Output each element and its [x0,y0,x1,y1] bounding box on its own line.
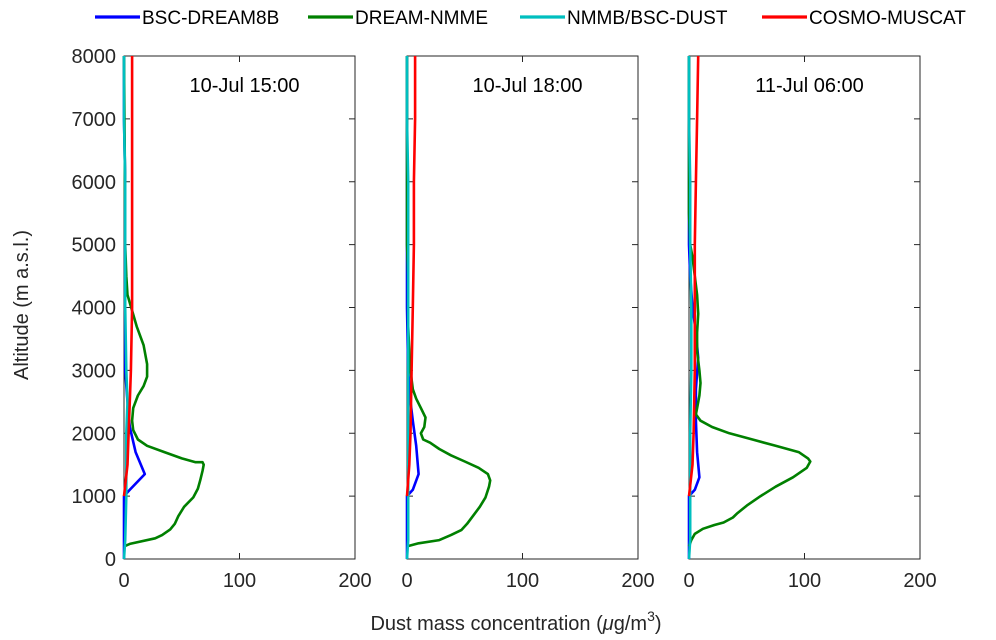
series-line-cosmo-muscat [122,56,134,497]
panel-2: 0 100 200 10-Jul 18:00 [401,55,655,592]
legend-label-bsc-dream8b: BSC-DREAM8B [142,8,279,29]
panel-title: 11-Jul 06:00 [755,75,864,97]
series-line-cosmo-muscat [405,56,417,497]
x-tick-label: 200 [338,570,371,592]
x-tick-label: 100 [223,570,256,592]
x-tick-label: 100 [788,570,821,592]
y-tick-label: 5000 [72,235,117,257]
y-tick-label: 3000 [72,360,117,382]
x-tick-label: 0 [118,570,129,592]
series-line-nmmb-bsc-dust [122,56,129,560]
panel-frame [688,55,921,560]
series-line-nmmb-bsc-dust [687,56,693,560]
y-tick-label: 7000 [72,109,117,131]
panel-3: 0 100 200 11-Jul 06:00 [683,55,937,592]
series-line-cosmo-muscat [687,55,700,497]
legend-label-cosmo-muscat: COSMO-MUSCAT [809,8,966,29]
panel-1: 0 100 200010002000300040005000600070008000… [72,46,372,592]
x-axis-title-superscript: 3 [647,608,655,624]
series-line-dream-nmme [405,56,492,548]
x-tick-label: 0 [401,570,412,592]
series-line-dream-nmme [687,56,812,547]
x-axis-title-close: ) [655,613,662,635]
x-axis-title-text: Dust mass concentration ( [370,613,603,635]
panels: 0 100 200010002000300040005000600070008000… [72,46,937,592]
legend-label-dream-nmme: DREAM-NMME [355,8,488,29]
y-tick-label: 1000 [72,486,117,508]
y-tick-label: 6000 [72,172,117,194]
series-line-dream-nmme [122,55,205,548]
y-tick-label: 0 [105,549,116,571]
panel-title: 10-Jul 18:00 [472,75,582,97]
y-tick-label: 4000 [72,298,117,320]
y-axis-title: Altitude (m a.s.l.) [11,230,33,380]
legend: BSC-DREAM8B DREAM-NMME NMMB/BSC-DUST COSMO-… [95,8,966,29]
x-tick-label: 100 [506,570,539,592]
y-tick-label: 8000 [72,46,117,68]
panel-title: 10-Jul 15:00 [189,75,299,97]
legend-label-nmmb-bsc-dust: NMMB/BSC-DUST [567,8,728,29]
x-axis-title-unit: g/m [614,613,647,635]
x-axis-title: Dust mass concentration (μg/m3) [370,608,661,635]
panel-frame [406,55,639,560]
series-line-nmmb-bsc-dust [405,56,410,560]
x-tick-label: 0 [683,570,694,592]
panel-frame [123,55,356,560]
x-axis-title-mu: μ [602,613,614,635]
y-tick-label: 2000 [72,423,117,445]
x-tick-label: 200 [621,570,654,592]
x-tick-label: 200 [903,570,936,592]
